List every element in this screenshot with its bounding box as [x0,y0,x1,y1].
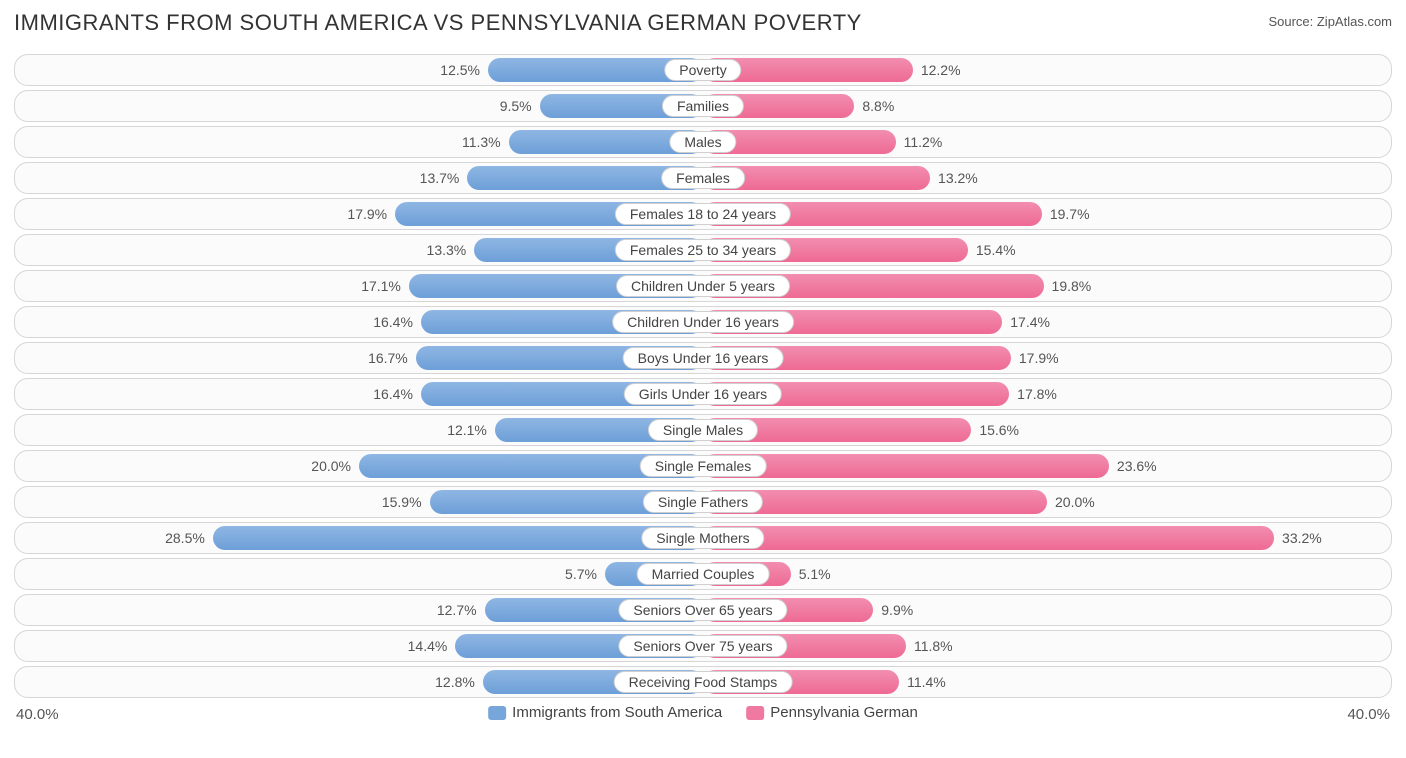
chart-row: 12.1% 15.6% Single Males [14,414,1392,446]
chart-row: 11.3% 11.2% Males [14,126,1392,158]
legend-item-left: Immigrants from South America [488,704,722,721]
category-label: Families [662,95,744,117]
category-label: Seniors Over 65 years [618,599,787,621]
value-left: 12.8% [435,674,475,690]
value-left: 16.7% [368,350,408,366]
chart-row: 28.5% 33.2% Single Mothers [14,522,1392,554]
value-right: 8.8% [862,98,894,114]
value-left: 20.0% [311,458,351,474]
category-label: Boys Under 16 years [623,347,784,369]
category-label: Single Fathers [643,491,763,513]
value-right: 19.7% [1050,206,1090,222]
chart-row: 16.4% 17.8% Girls Under 16 years [14,378,1392,410]
value-right: 17.4% [1010,314,1050,330]
category-label: Poverty [664,59,741,81]
category-label: Single Females [640,455,767,477]
value-left: 5.7% [565,566,597,582]
category-label: Seniors Over 75 years [618,635,787,657]
legend-swatch-right [746,706,764,720]
value-left: 13.3% [427,242,467,258]
value-left: 17.1% [361,278,401,294]
chart-row: 12.5% 12.2% Poverty [14,54,1392,86]
legend: Immigrants from South America Pennsylvan… [488,704,918,721]
value-left: 12.5% [440,62,480,78]
value-right: 11.4% [907,674,946,690]
diverging-bar-chart: 12.5%12.2%Poverty9.5%8.8%Families11.3%11… [14,54,1392,698]
chart-row: 12.8% 11.4% Receiving Food Stamps [14,666,1392,698]
value-right: 17.8% [1017,386,1057,402]
value-left: 28.5% [165,530,205,546]
chart-row: 15.9% 20.0% Single Fathers [14,486,1392,518]
axis-max-left: 40.0% [16,706,59,723]
value-right: 9.9% [881,602,913,618]
value-right: 20.0% [1055,494,1095,510]
value-right: 17.9% [1019,350,1059,366]
legend-label-left: Immigrants from South America [512,704,722,721]
value-right: 19.8% [1052,278,1092,294]
category-label: Females [661,167,745,189]
chart-row: 16.7% 17.9% Boys Under 16 years [14,342,1392,374]
category-label: Married Couples [637,563,770,585]
chart-row: 9.5% 8.8% Families [14,90,1392,122]
category-label: Females 18 to 24 years [615,203,791,225]
legend-swatch-left [488,706,506,720]
value-right: 23.6% [1117,458,1157,474]
value-left: 17.9% [347,206,387,222]
axis-max-right: 40.0% [1347,706,1390,723]
value-right: 11.8% [914,638,953,654]
chart-row: 20.0% 23.6% Single Females [14,450,1392,482]
value-left: 11.3% [462,134,501,150]
category-label: Children Under 5 years [616,275,790,297]
category-label: Girls Under 16 years [624,383,782,405]
category-label: Single Mothers [641,527,764,549]
bar-right [703,526,1274,550]
category-label: Receiving Food Stamps [614,671,793,693]
chart-row: 17.1% 19.8% Children Under 5 years [14,270,1392,302]
chart-source: Source: ZipAtlas.com [1268,10,1392,29]
value-right: 15.6% [979,422,1019,438]
chart-header: IMMIGRANTS FROM SOUTH AMERICA VS PENNSYL… [14,10,1392,36]
legend-item-right: Pennsylvania German [746,704,918,721]
value-left: 14.4% [408,638,448,654]
category-label: Males [669,131,736,153]
value-right: 13.2% [938,170,978,186]
value-left: 12.1% [447,422,487,438]
value-right: 15.4% [976,242,1016,258]
chart-row: 13.3% 15.4% Females 25 to 34 years [14,234,1392,266]
value-left: 9.5% [500,98,532,114]
chart-footer: 40.0% Immigrants from South America Penn… [14,704,1392,730]
category-label: Females 25 to 34 years [615,239,791,261]
category-label: Single Males [648,419,758,441]
chart-title: IMMIGRANTS FROM SOUTH AMERICA VS PENNSYL… [14,10,862,36]
value-left: 16.4% [373,386,413,402]
chart-row: 12.7% 9.9% Seniors Over 65 years [14,594,1392,626]
value-left: 16.4% [373,314,413,330]
legend-label-right: Pennsylvania German [770,704,918,721]
bar-left [213,526,703,550]
chart-row: 5.7% 5.1% Married Couples [14,558,1392,590]
chart-row: 16.4% 17.4% Children Under 16 years [14,306,1392,338]
value-left: 15.9% [382,494,422,510]
value-right: 11.2% [904,134,943,150]
chart-row: 13.7% 13.2% Females [14,162,1392,194]
category-label: Children Under 16 years [612,311,794,333]
chart-row: 14.4% 11.8% Seniors Over 75 years [14,630,1392,662]
value-right: 12.2% [921,62,961,78]
value-right: 5.1% [799,566,831,582]
value-left: 12.7% [437,602,477,618]
value-right: 33.2% [1282,530,1322,546]
value-left: 13.7% [420,170,460,186]
chart-row: 17.9% 19.7% Females 18 to 24 years [14,198,1392,230]
